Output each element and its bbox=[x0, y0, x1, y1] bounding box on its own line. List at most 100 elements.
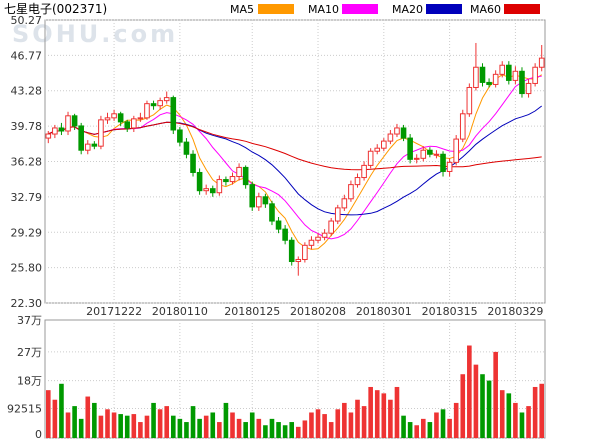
candle-body bbox=[321, 232, 328, 238]
moving-average-lines bbox=[48, 74, 543, 250]
volume-bar bbox=[539, 383, 545, 438]
candle-body bbox=[499, 64, 506, 75]
date-tick-label: 20180301 bbox=[356, 305, 412, 318]
volume-axis: 37万 27万 18万 92515 0 bbox=[7, 314, 42, 441]
volume-bar bbox=[532, 386, 538, 438]
candle-body bbox=[374, 147, 381, 152]
candle-body bbox=[275, 220, 282, 230]
candle bbox=[78, 122, 84, 155]
candle-body bbox=[249, 184, 256, 208]
candle bbox=[170, 95, 177, 135]
candle bbox=[446, 158, 453, 177]
volume-bar bbox=[269, 418, 275, 438]
candle-body bbox=[433, 153, 440, 156]
volume-bar bbox=[249, 412, 255, 438]
volume-bar bbox=[302, 420, 308, 438]
candle bbox=[315, 233, 321, 244]
candle bbox=[150, 100, 157, 110]
candle bbox=[506, 61, 512, 85]
candle bbox=[216, 175, 223, 196]
candle bbox=[223, 176, 229, 186]
volume-bar bbox=[513, 402, 518, 438]
candle-body bbox=[512, 70, 519, 81]
candle-body bbox=[308, 239, 315, 246]
candle bbox=[381, 138, 387, 152]
legend: MA5 MA10 MA20 MA60 bbox=[230, 3, 540, 16]
candle-body bbox=[163, 97, 170, 102]
volume-bar bbox=[276, 422, 281, 438]
candle bbox=[183, 138, 190, 159]
volume-bar bbox=[434, 412, 439, 438]
candle-body bbox=[387, 133, 394, 142]
candle-body bbox=[223, 179, 229, 183]
candle bbox=[45, 130, 52, 144]
candle-body bbox=[45, 133, 52, 139]
candle-body bbox=[407, 137, 413, 160]
candle-body bbox=[111, 113, 117, 119]
candle bbox=[486, 78, 492, 88]
candle bbox=[479, 63, 486, 87]
candle-body bbox=[236, 166, 242, 178]
price-tick-label: 36.28 bbox=[11, 156, 43, 169]
volume-bar bbox=[348, 412, 354, 438]
volume-bar bbox=[157, 409, 163, 438]
volume-bar bbox=[374, 390, 380, 438]
candle-body bbox=[394, 127, 400, 135]
volume-bar bbox=[388, 399, 393, 438]
candle-body bbox=[209, 188, 216, 194]
date-tick-label: 20180110 bbox=[152, 305, 208, 318]
candle bbox=[117, 111, 124, 126]
legend-swatch bbox=[342, 4, 378, 14]
candle bbox=[236, 163, 242, 181]
price-tick-label: 39.78 bbox=[11, 120, 43, 133]
candle bbox=[492, 70, 499, 88]
volume-bar bbox=[170, 415, 176, 438]
date-axis: 20171222 20180110 20180125 20180208 20180301… bbox=[86, 305, 543, 318]
volume-bar bbox=[203, 415, 209, 438]
ma5-line bbox=[48, 74, 542, 250]
volume-bar bbox=[526, 406, 531, 438]
candle bbox=[288, 237, 295, 266]
legend-label: MA10 bbox=[308, 3, 339, 16]
candle bbox=[157, 97, 163, 110]
candle bbox=[229, 172, 236, 185]
volume-bar bbox=[124, 415, 130, 438]
volume-tick-label: 37万 bbox=[17, 314, 42, 327]
legend-label: MA5 bbox=[230, 3, 254, 16]
candle bbox=[111, 109, 117, 121]
candle bbox=[532, 63, 538, 87]
candle bbox=[65, 111, 71, 136]
volume-bar bbox=[164, 406, 170, 438]
candle bbox=[137, 112, 144, 122]
candle-body bbox=[98, 119, 104, 147]
volume-bar bbox=[493, 351, 498, 438]
volume-bar bbox=[401, 415, 406, 438]
candle-body bbox=[229, 176, 236, 183]
candle bbox=[321, 229, 328, 241]
volume-bar bbox=[217, 422, 222, 438]
candle-body bbox=[216, 179, 223, 194]
candle-body bbox=[538, 57, 545, 68]
candle bbox=[519, 67, 525, 98]
volume-bar bbox=[440, 409, 446, 438]
date-tick-label: 20180125 bbox=[224, 305, 280, 318]
candle-body bbox=[328, 220, 334, 234]
candle-body bbox=[367, 150, 374, 166]
legend-label: MA20 bbox=[392, 3, 423, 16]
volume-bar bbox=[78, 418, 84, 438]
volume-bar bbox=[65, 412, 71, 438]
candle-body bbox=[269, 203, 275, 222]
candle-body bbox=[334, 207, 341, 222]
candle bbox=[499, 61, 506, 78]
candle-body bbox=[170, 97, 177, 131]
candle-body bbox=[104, 117, 111, 121]
legend-swatch bbox=[504, 4, 540, 14]
volume-bar bbox=[420, 418, 426, 438]
candle-body bbox=[532, 66, 538, 84]
candle-body bbox=[282, 228, 288, 241]
candle-body bbox=[466, 86, 473, 115]
candle-body bbox=[190, 153, 196, 173]
candle-body bbox=[413, 157, 420, 160]
candle-body bbox=[354, 177, 361, 186]
